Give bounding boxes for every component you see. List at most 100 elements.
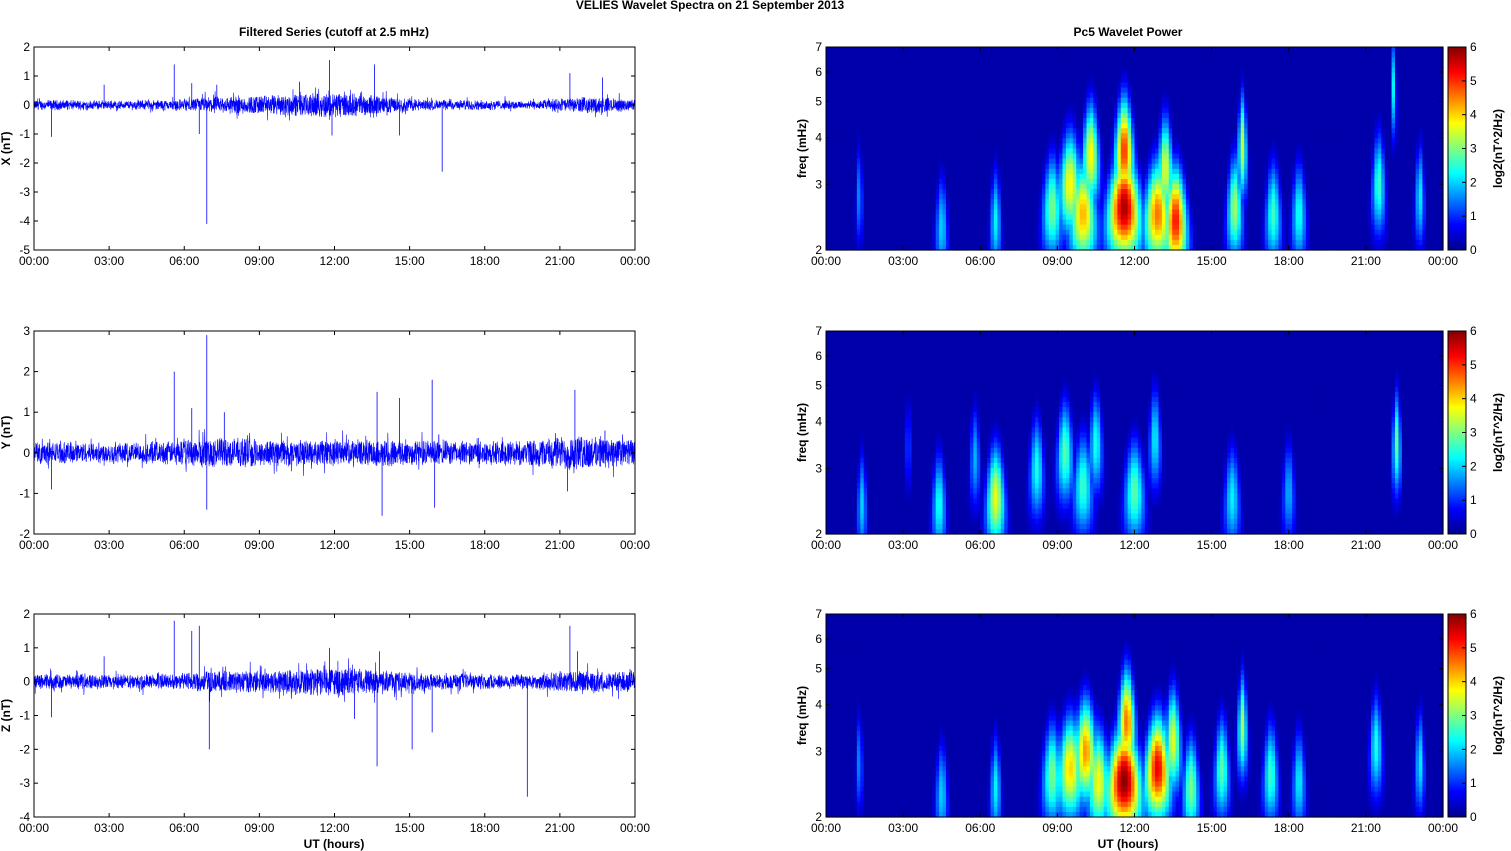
power-cell (1062, 168, 1067, 175)
power-cell (1045, 219, 1050, 226)
power-cell (966, 123, 971, 129)
power-cell (1233, 163, 1238, 170)
power-cell (1179, 173, 1184, 180)
power-cell (1007, 47, 1012, 53)
power-cell (969, 138, 974, 145)
power-cell (1052, 173, 1057, 180)
power-cell (891, 189, 896, 195)
power-cell (959, 234, 964, 241)
power-cell (1055, 239, 1060, 246)
power-cell (1216, 47, 1221, 53)
power-cell (1011, 239, 1016, 246)
power-cell (1131, 62, 1136, 68)
power-cell (880, 67, 885, 73)
power-cell (956, 112, 961, 119)
power-cell (1055, 72, 1060, 79)
power-cell (1107, 163, 1112, 170)
power-cell (987, 67, 992, 73)
power-cell (949, 128, 954, 134)
power-cell (1083, 72, 1088, 79)
power-cell (1059, 184, 1064, 190)
power-cell (1059, 173, 1064, 180)
power-cell (1227, 163, 1232, 170)
power-cell (1134, 189, 1139, 195)
power-cell (1035, 123, 1040, 129)
power-cell (918, 47, 923, 53)
power-cell (860, 133, 865, 139)
power-cell (1065, 107, 1070, 114)
power-cell (1038, 87, 1043, 94)
power-cell (877, 112, 882, 119)
power-cell (1086, 47, 1091, 53)
power-cell (1107, 143, 1112, 150)
power-cell (963, 97, 968, 104)
power-cell (853, 214, 858, 221)
power-cell (1151, 244, 1156, 251)
power-cell (1151, 87, 1156, 94)
power-cell (1220, 112, 1225, 119)
series-xtick-label: 15:00 (395, 538, 425, 552)
power-cell (956, 204, 961, 210)
power-cell (880, 173, 885, 180)
power-cell (945, 153, 950, 160)
power-cell (997, 97, 1002, 104)
power-cell (1103, 112, 1108, 119)
power-cell (966, 62, 971, 68)
power-cell (856, 163, 861, 170)
power-cell (1216, 143, 1221, 150)
power-cell (1011, 178, 1016, 185)
power-cell (839, 97, 844, 104)
power-cell (952, 128, 957, 134)
power-cell (1148, 158, 1153, 165)
power-cell (836, 138, 841, 145)
power-cell (1038, 77, 1043, 84)
power-cell (952, 199, 957, 205)
power-cell (949, 57, 954, 63)
power-cell (990, 143, 995, 150)
power-cell (1117, 87, 1122, 94)
power-cell (873, 244, 879, 251)
power-cell (891, 112, 896, 119)
power-cell (1120, 82, 1125, 89)
power-cell (1196, 153, 1201, 160)
power-cell (1089, 77, 1094, 84)
power-cell (1179, 143, 1184, 150)
power-cell (1165, 209, 1170, 216)
power-cell (1137, 87, 1142, 94)
power-cell (1223, 168, 1228, 175)
power-cell (911, 244, 916, 251)
power-cell (1055, 133, 1060, 139)
power-cell (1089, 163, 1094, 170)
power-cell (1227, 123, 1232, 129)
power-cell (839, 194, 844, 200)
power-cell (1213, 52, 1218, 58)
power-cell (870, 107, 875, 114)
power-cell (1038, 158, 1043, 165)
power-cell (1127, 214, 1132, 221)
power-cell (966, 72, 971, 79)
power-cell (1052, 57, 1057, 63)
power-cell (887, 77, 892, 84)
power-cell (1220, 72, 1225, 79)
power-cell (1230, 184, 1235, 190)
power-cell (1185, 102, 1190, 109)
power-cell (1069, 102, 1074, 109)
power-cell (949, 153, 954, 160)
power-cell (856, 128, 861, 134)
power-cell (1155, 102, 1160, 109)
power-cell (1024, 173, 1029, 180)
power-cell (935, 112, 940, 119)
power-cell (1127, 102, 1132, 109)
power-cell (867, 77, 872, 84)
power-cell (1103, 219, 1108, 226)
power-cell (976, 163, 981, 170)
power-cell (1065, 209, 1070, 216)
power-cell (1161, 184, 1166, 190)
power-cell (990, 82, 995, 89)
power-cell (966, 87, 971, 94)
power-cell (1021, 178, 1026, 185)
power-cell (1113, 138, 1118, 145)
power-cell (1144, 92, 1149, 99)
power-cell (1035, 244, 1040, 251)
power-cell (1148, 184, 1153, 190)
